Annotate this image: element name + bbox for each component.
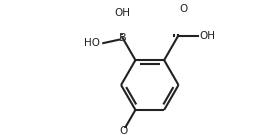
Text: O: O — [119, 126, 127, 136]
Text: B: B — [119, 33, 126, 43]
Text: OH: OH — [200, 31, 216, 41]
Text: HO: HO — [84, 38, 100, 48]
Text: OH: OH — [114, 8, 130, 18]
Text: O: O — [179, 4, 187, 14]
